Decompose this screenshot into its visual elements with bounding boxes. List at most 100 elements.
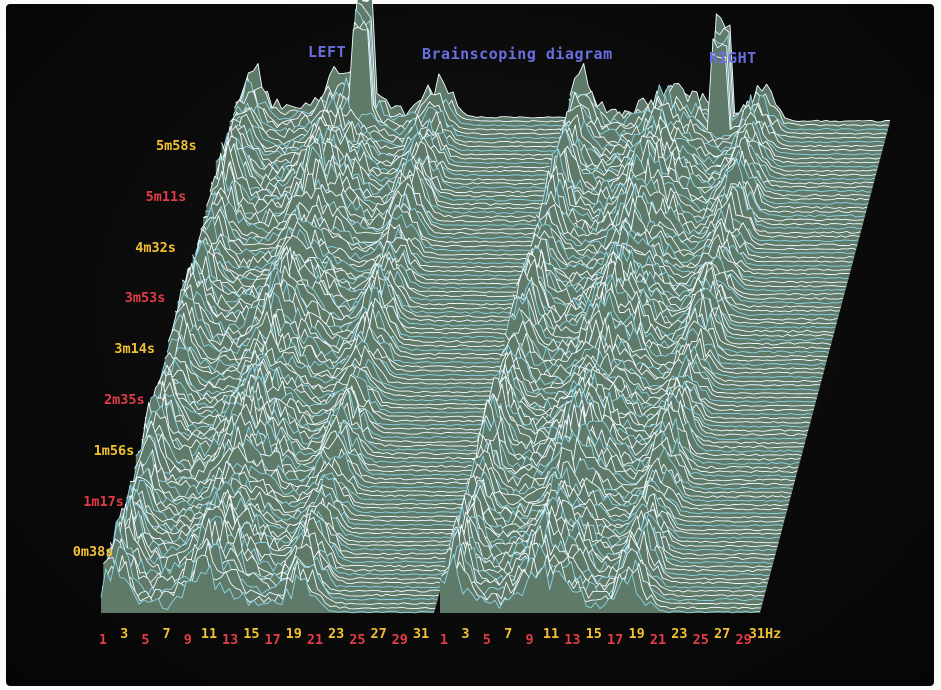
spectrum-trace bbox=[236, 8, 570, 127]
spectrum-trace bbox=[516, 256, 837, 325]
spectrum-trace bbox=[569, 13, 891, 123]
frequency-tick-label: 27 bbox=[714, 626, 731, 642]
spectrum-trace bbox=[501, 334, 823, 379]
spectrum-trace bbox=[466, 461, 788, 511]
time-tick-label: 4m32s bbox=[135, 239, 176, 256]
frequency-tick-label: 17 bbox=[607, 632, 624, 648]
spectrum-trace bbox=[156, 363, 490, 414]
spectrum-trace bbox=[568, 27, 889, 127]
frequency-tick-label: 11 bbox=[200, 626, 218, 642]
spectrum-trace bbox=[131, 451, 466, 502]
spectrum-trace bbox=[531, 223, 852, 267]
frequency-tick-label: 1 bbox=[439, 632, 449, 648]
spectrum-trace bbox=[474, 431, 796, 482]
spectrum-trace bbox=[138, 419, 473, 477]
spectrum-trace bbox=[457, 494, 778, 548]
spectrum-trace bbox=[116, 494, 451, 556]
spectrum-trace bbox=[135, 434, 469, 489]
spectrum-trace bbox=[133, 445, 467, 497]
left-panel-traces bbox=[100, 0, 572, 614]
frequency-tick-label: 13 bbox=[564, 632, 581, 648]
time-tick-label: 5m58s bbox=[156, 138, 197, 154]
frequency-tick-label: 21 bbox=[649, 632, 667, 648]
spectrum-trace bbox=[505, 307, 826, 366]
spectrum-trace bbox=[439, 553, 760, 614]
spectrum-trace bbox=[194, 229, 528, 277]
spectrum-trace bbox=[553, 123, 874, 185]
spectrum-trace bbox=[191, 245, 525, 289]
frequency-tick-label: 3 bbox=[461, 626, 470, 642]
frequency-tick-label: 7 bbox=[504, 626, 513, 642]
spectrum-trace bbox=[195, 229, 530, 273]
spectrum-trace bbox=[532, 219, 853, 263]
right-panel-heading: RIGHT bbox=[709, 49, 757, 67]
spectrum-trace bbox=[523, 249, 845, 296]
diagram-title: Brainscoping diagram bbox=[422, 45, 613, 63]
spectrum-trace bbox=[473, 435, 795, 486]
trace-fill bbox=[440, 554, 760, 613]
frequency-tick-label: 31 bbox=[412, 626, 430, 642]
spectrum-trace bbox=[534, 206, 856, 255]
spectrum-trace bbox=[166, 325, 501, 377]
spectrum-trace bbox=[189, 239, 524, 293]
spectrum-trace bbox=[463, 479, 785, 523]
spectrum-trace bbox=[163, 347, 497, 389]
spectrum-trace bbox=[489, 370, 811, 424]
spectrum-trace bbox=[540, 181, 861, 234]
spectrum-trace bbox=[511, 276, 833, 342]
frequency-tick-label: 29 bbox=[391, 632, 408, 648]
frequency-tick-label: 17 bbox=[264, 632, 281, 648]
spectrum-trace bbox=[556, 124, 877, 172]
frequency-tick-label: 29 bbox=[735, 632, 752, 648]
trace-fill bbox=[237, 2, 571, 123]
spectrum-trace bbox=[481, 399, 802, 457]
spectrum-trace bbox=[213, 140, 547, 210]
spectrum-trace bbox=[450, 505, 771, 573]
spectrum-trace bbox=[461, 484, 782, 531]
frequency-tick-label: 19 bbox=[285, 626, 302, 642]
frequency-tick-label: 5 bbox=[482, 632, 491, 648]
frequency-tick-label: 13 bbox=[222, 632, 239, 648]
frequency-tick-label: 7 bbox=[162, 626, 171, 642]
spectrum-trace bbox=[175, 284, 510, 344]
spectrum-trace bbox=[471, 437, 792, 494]
frequency-tick-label: 23 bbox=[671, 626, 688, 642]
spectrum-trace bbox=[122, 489, 457, 535]
spectrum-trace bbox=[538, 183, 859, 243]
frequency-tick-label: 25 bbox=[692, 632, 709, 648]
frequency-tick-label: 11 bbox=[542, 626, 560, 642]
spectrum-trace bbox=[118, 494, 452, 551]
spectrum-trace bbox=[509, 287, 830, 350]
spectrum-trace bbox=[215, 131, 549, 202]
frequency-tick-label: 1 bbox=[98, 632, 108, 648]
spectrum-trace bbox=[200, 208, 534, 256]
spectrum-trace bbox=[161, 352, 495, 398]
spectrum-trace bbox=[224, 116, 559, 169]
spectrum-trace bbox=[491, 362, 812, 420]
spectrum-trace bbox=[562, 102, 884, 148]
spectrum-trace bbox=[491, 368, 813, 416]
spectrum-trace bbox=[498, 344, 820, 391]
time-tick-label: 2m35s bbox=[104, 392, 145, 408]
frequency-tick-label: 25 bbox=[349, 632, 366, 648]
spectrum-trace bbox=[535, 195, 857, 251]
frequency-tick-label: 31Hz bbox=[748, 626, 782, 642]
spectrum-trace bbox=[151, 373, 486, 431]
spectrum-trace bbox=[525, 242, 847, 288]
spectrum-trace bbox=[229, 115, 563, 152]
time-tick-label: 3m53s bbox=[124, 290, 166, 307]
spectrum-trace bbox=[168, 312, 503, 369]
spectrum-trace bbox=[146, 385, 481, 447]
spectrum-trace bbox=[536, 190, 858, 247]
spectrum-trace bbox=[487, 378, 809, 432]
right-panel-traces bbox=[439, 13, 891, 614]
spectrum-trace bbox=[102, 541, 437, 606]
spectrum-trace bbox=[223, 126, 557, 173]
spectrum-trace bbox=[221, 125, 555, 181]
spectrum-trace bbox=[566, 38, 887, 135]
time-tick-label: 3m14s bbox=[114, 341, 156, 358]
spectrum-trace bbox=[526, 238, 848, 284]
spectrum-trace bbox=[159, 355, 494, 402]
spectrum-trace bbox=[507, 307, 828, 358]
